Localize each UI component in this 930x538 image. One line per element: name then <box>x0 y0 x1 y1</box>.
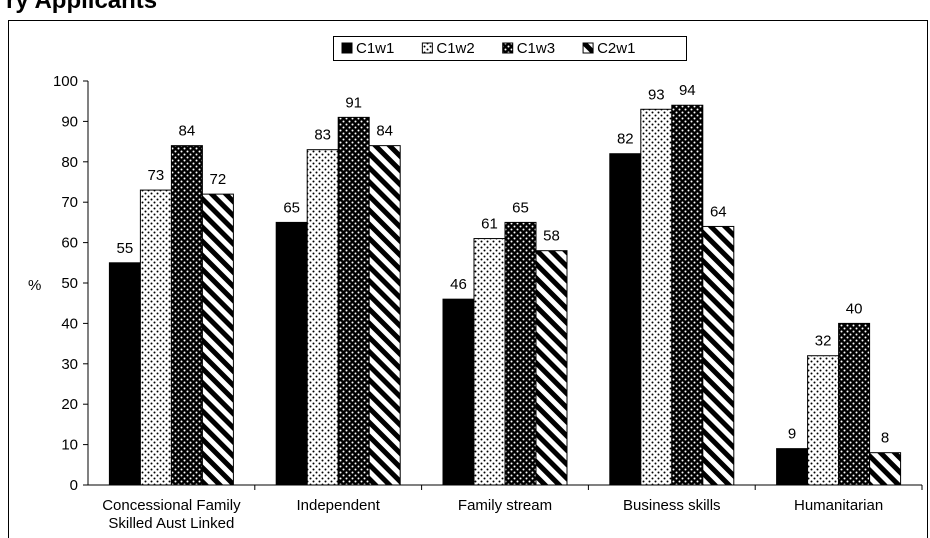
value-label: 64 <box>710 203 727 220</box>
bar <box>609 153 642 486</box>
bar <box>139 189 172 486</box>
value-label: 40 <box>846 300 863 317</box>
x-tick-label: Concessional Family Skilled Aust Linked <box>102 497 241 532</box>
value-label: 82 <box>617 131 634 148</box>
value-label: 83 <box>314 127 331 144</box>
x-tick-label: Independent <box>296 497 380 514</box>
legend: C1w1 C1w2 C1w3 C2w1 <box>333 36 687 61</box>
bar <box>640 108 673 486</box>
bar <box>807 355 840 486</box>
bar <box>869 452 902 486</box>
y-tick-label: 70 <box>61 194 78 211</box>
legend-label: C1w1 <box>356 40 394 57</box>
x-tick-label-box: Family stream <box>457 497 553 514</box>
value-label: 73 <box>148 167 165 184</box>
value-label: 91 <box>345 94 362 111</box>
value-label: 46 <box>450 276 467 293</box>
y-tick-label: 90 <box>61 113 78 130</box>
value-label: 8 <box>881 430 889 447</box>
y-tick-label: 100 <box>53 73 78 90</box>
y-tick-label: 40 <box>61 315 78 332</box>
value-label: 65 <box>512 199 529 216</box>
value-label: 84 <box>179 123 196 140</box>
value-label: 84 <box>376 123 393 140</box>
value-label: 9 <box>788 426 796 443</box>
y-axis-label: % <box>28 277 41 294</box>
value-label: 32 <box>815 333 832 350</box>
x-tick-label-box: Business skills <box>623 497 721 514</box>
value-label: 93 <box>648 86 665 103</box>
y-tick-label: 50 <box>61 275 78 292</box>
bar <box>108 262 141 486</box>
y-tick-label: 30 <box>61 356 78 373</box>
bar <box>671 104 704 486</box>
x-tick-label: Humanitarian <box>793 497 884 514</box>
bar <box>473 238 506 486</box>
value-label: 61 <box>481 216 498 233</box>
legend-swatch <box>421 42 433 54</box>
chart-frame <box>8 20 928 538</box>
bar <box>275 221 308 486</box>
y-tick-label: 20 <box>61 396 78 413</box>
legend-label: C1w3 <box>517 40 555 57</box>
bar <box>535 250 568 486</box>
x-tick-label-box: Independent <box>296 497 380 514</box>
bar <box>442 298 475 486</box>
value-label: 72 <box>210 171 227 188</box>
y-tick-label: 0 <box>70 477 78 494</box>
bar <box>201 193 234 486</box>
y-tick-label: 10 <box>61 437 78 454</box>
legend-swatch <box>582 42 594 54</box>
bar <box>702 225 735 486</box>
value-label: 58 <box>543 228 560 245</box>
value-label: 94 <box>679 82 696 99</box>
bar <box>368 145 401 486</box>
chart-title: ry Applicants <box>6 0 157 14</box>
bar <box>306 149 339 486</box>
legend-swatch <box>502 42 514 54</box>
y-tick-label: 60 <box>61 235 78 252</box>
legend-label: C1w2 <box>436 40 474 57</box>
x-tick-label-box: Concessional Family Skilled Aust Linked <box>102 497 241 532</box>
x-tick-label-box: Humanitarian <box>793 497 884 514</box>
x-tick-label: Business skills <box>623 497 721 514</box>
legend-swatch <box>341 42 353 54</box>
x-tick-label: Family stream <box>457 497 553 514</box>
value-label: 55 <box>117 240 134 257</box>
bar <box>170 145 203 486</box>
legend-label: C2w1 <box>597 40 635 57</box>
y-tick-label: 80 <box>61 154 78 171</box>
bar <box>776 448 809 486</box>
value-label: 65 <box>283 199 300 216</box>
bar <box>337 116 370 486</box>
bar <box>838 322 871 486</box>
bar <box>504 221 537 486</box>
